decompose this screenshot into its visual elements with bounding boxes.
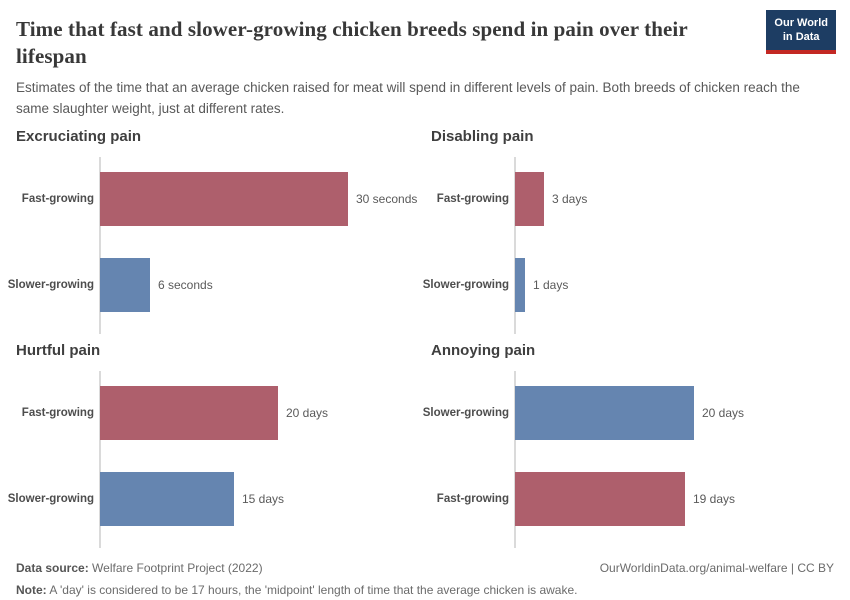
bar-slower-growing [515, 385, 694, 440]
bar-row: Fast-growing 19 days [415, 471, 850, 526]
value-label: 19 days [693, 491, 736, 506]
bar-fast-growing [515, 471, 685, 526]
category-label: Slower-growing [422, 406, 509, 419]
value-label: 20 days [702, 405, 745, 420]
chart-header: Time that fast and slower-growing chicke… [0, 0, 850, 119]
category-label: Slower-growing [7, 492, 94, 505]
chart-title: Hurtful pain [16, 341, 101, 359]
bar-row: Fast-growing 20 days [0, 385, 415, 440]
value-label: 15 days [242, 491, 285, 506]
chart-title: Disabling pain [431, 127, 534, 145]
plot-area: Fast-growing 3 days Slower-growing 1 day… [415, 156, 850, 334]
owid-logo-line1: Our World [774, 17, 828, 29]
owid-logo: Our World in Data [766, 10, 836, 54]
chart-panel-annoying-pain: Annoying pain Slower-growing 20 days Fas… [415, 341, 850, 548]
bar-slower-growing [100, 257, 150, 312]
category-label: Slower-growing [422, 278, 509, 291]
chart-panel-hurtful-pain: Hurtful pain Fast-growing 20 days Slower… [0, 341, 415, 548]
category-label: Fast-growing [436, 192, 509, 205]
data-source-label: Data source: [16, 560, 89, 575]
bar-row: Slower-growing 1 days [415, 257, 850, 312]
value-label: 30 seconds [356, 191, 418, 206]
credit-line: OurWorldinData.org/animal-welfare | CC B… [599, 560, 834, 575]
category-label: Slower-growing [7, 278, 94, 291]
bar-fast-growing [515, 171, 544, 226]
bar-row: Slower-growing 15 days [0, 471, 415, 526]
charts-grid: Excruciating pain Fast-growing 30 second… [0, 127, 850, 548]
chart-panel-disabling-pain: Disabling pain Fast-growing 3 days Slowe… [415, 127, 850, 334]
chart-footer: Data source: Welfare Footprint Project (… [0, 560, 850, 600]
bar-row: Fast-growing 30 seconds [0, 171, 418, 226]
value-label: 6 seconds [158, 277, 213, 292]
bar-fast-growing [100, 385, 278, 440]
chart-title: Excruciating pain [16, 127, 142, 145]
category-label: Fast-growing [21, 406, 94, 419]
bar-fast-growing [100, 171, 348, 226]
data-source-text: Welfare Footprint Project (2022) [92, 560, 263, 575]
owid-logo-line2: in Data [782, 30, 820, 43]
bar-row: Fast-growing 3 days [415, 171, 850, 226]
value-label: 1 days [533, 277, 569, 292]
value-label: 3 days [552, 191, 588, 206]
chart-panel-excruciating-pain: Excruciating pain Fast-growing 30 second… [0, 127, 418, 334]
page-title: Time that fast and slower-growing chicke… [16, 17, 688, 68]
plot-area: Slower-growing 20 days Fast-growing 19 d… [415, 370, 850, 548]
plot-area: Fast-growing 20 days Slower-growing 15 d… [0, 370, 415, 548]
footnote: Note: A 'day' is considered to be 17 hou… [16, 582, 834, 599]
footnote-label: Note: [16, 583, 47, 598]
category-label: Fast-growing [21, 192, 94, 205]
chart-subtitle: Estimates of the time that an average ch… [16, 80, 800, 116]
bar-slower-growing [515, 257, 525, 312]
value-label: 20 days [286, 405, 329, 420]
data-source: Data source: Welfare Footprint Project (… [16, 560, 263, 577]
bar-slower-growing [100, 471, 234, 526]
chart-title: Annoying pain [431, 341, 536, 359]
bar-row: Slower-growing 20 days [415, 385, 850, 440]
category-label: Fast-growing [436, 492, 509, 505]
footnote-text: A 'day' is considered to be 17 hours, th… [49, 583, 578, 598]
plot-area: Fast-growing 30 seconds Slower-growing 6… [0, 156, 418, 334]
bar-row: Slower-growing 6 seconds [0, 257, 415, 312]
